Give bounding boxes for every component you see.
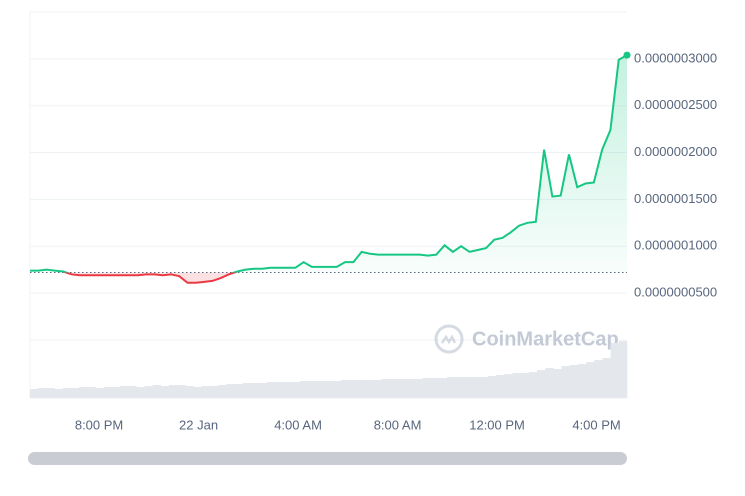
volume-bar (365, 380, 374, 398)
volume-bar (430, 378, 440, 398)
volume-bar (348, 380, 358, 398)
volume-bar (512, 373, 521, 398)
volume-bar (332, 381, 342, 398)
volume-bar (487, 376, 497, 398)
volume-bar (70, 388, 80, 398)
volume-bar (561, 366, 571, 398)
x-tick-label: 12:00 PM (469, 417, 525, 432)
volume-bar (389, 379, 399, 398)
volume-bar (291, 382, 301, 398)
price-line-below (62, 272, 238, 284)
volume-bar (373, 380, 382, 398)
volume-bar (62, 388, 72, 398)
volume-bar (520, 373, 530, 398)
volume-bar (594, 360, 603, 398)
volume-bar (308, 381, 317, 398)
volume-bar (95, 388, 104, 398)
volume-bar (316, 381, 325, 398)
volume-bar (234, 384, 243, 398)
volume-bar (577, 364, 587, 398)
volume-bar (471, 377, 481, 398)
volume-bar (128, 386, 137, 398)
volume-bar (283, 382, 292, 398)
x-tick-label: 22 Jan (179, 417, 218, 432)
volume-bar (250, 383, 260, 398)
volume-bar (496, 375, 505, 398)
volume-bar (169, 385, 178, 398)
volume-bar (218, 385, 227, 398)
volume-bar (479, 377, 489, 398)
volume-bar (111, 387, 121, 398)
y-tick-label: 0.0000001500 (634, 191, 717, 206)
volume-bar (119, 386, 129, 398)
volume-bar (275, 382, 284, 398)
watermark: CoinMarketCap (472, 328, 619, 350)
volume-bar (201, 386, 211, 398)
volume-bar (185, 386, 194, 398)
volume-bar (586, 362, 595, 398)
x-tick-label: 8:00 PM (75, 417, 123, 432)
volume-bar (340, 380, 350, 398)
y-tick-label: 0.0000000500 (634, 285, 717, 300)
x-tick-label: 4:00 PM (572, 417, 620, 432)
volume-bar (455, 377, 464, 398)
volume-bar (545, 368, 554, 398)
volume-bar (610, 343, 620, 398)
volume-bar (136, 387, 145, 398)
volume-bar (258, 383, 268, 398)
last-point (623, 51, 631, 59)
volume-bar (46, 388, 55, 398)
volume-bar (209, 386, 219, 398)
volume-bar (357, 380, 366, 398)
volume-bar (422, 378, 432, 398)
volume-bar (177, 385, 186, 398)
y-tick-label: 0.0000003000 (634, 50, 717, 65)
volume-bar (406, 379, 415, 398)
volume-bar (54, 389, 64, 398)
volume-bar (324, 381, 333, 398)
volume-bar (299, 381, 309, 398)
y-tick-label: 0.0000001000 (634, 238, 717, 253)
volume-bar (144, 386, 153, 398)
volume-bar (226, 384, 235, 398)
volume-bar (438, 378, 448, 398)
scrollbar[interactable] (28, 452, 627, 465)
y-tick-label: 0.0000002500 (634, 97, 717, 112)
volume-bar (38, 388, 47, 398)
volume-bar (537, 370, 546, 398)
volume-bar (553, 369, 562, 398)
x-tick-label: 8:00 AM (374, 417, 422, 432)
volume-bar (414, 379, 423, 398)
volume-bar (267, 382, 276, 398)
volume-bar (242, 383, 252, 398)
volume-bar (602, 358, 611, 398)
watermark-logo (434, 324, 464, 354)
volume-bar (463, 377, 472, 398)
volume-bar (87, 387, 96, 398)
x-tick-label: 4:00 AM (274, 417, 322, 432)
volume-bar (152, 385, 162, 398)
volume-bar (160, 386, 170, 398)
price-line (30, 54, 628, 273)
volume-bar (569, 365, 579, 398)
volume-bar (447, 377, 456, 398)
volume-bar (618, 341, 628, 398)
volume-bar (30, 389, 39, 398)
volume-bar (381, 379, 391, 398)
volume-bar (79, 387, 88, 398)
volume-bar (193, 387, 203, 398)
volume-bar (528, 372, 538, 398)
area-above (30, 55, 627, 273)
volume-bar (504, 374, 513, 398)
volume-bar (398, 379, 407, 398)
volume-bar (103, 387, 113, 398)
y-tick-label: 0.0000002000 (634, 144, 717, 159)
